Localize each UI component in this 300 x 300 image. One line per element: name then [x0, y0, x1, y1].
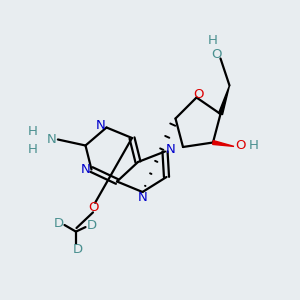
Text: H: H	[249, 139, 258, 152]
Text: N: N	[81, 163, 91, 176]
Text: O: O	[193, 88, 203, 101]
Text: N: N	[96, 119, 106, 132]
Text: H: H	[208, 34, 218, 47]
Text: O: O	[89, 201, 99, 214]
Text: H: H	[28, 125, 38, 138]
Text: D: D	[53, 217, 64, 230]
Text: O: O	[212, 48, 222, 62]
Text: N: N	[47, 133, 57, 146]
Text: D: D	[72, 243, 82, 256]
Text: D: D	[86, 219, 97, 232]
Text: N: N	[138, 191, 147, 204]
Text: H: H	[28, 142, 38, 156]
Polygon shape	[213, 141, 234, 146]
Text: O: O	[235, 139, 245, 152]
Text: N: N	[166, 143, 175, 156]
Polygon shape	[218, 85, 230, 115]
